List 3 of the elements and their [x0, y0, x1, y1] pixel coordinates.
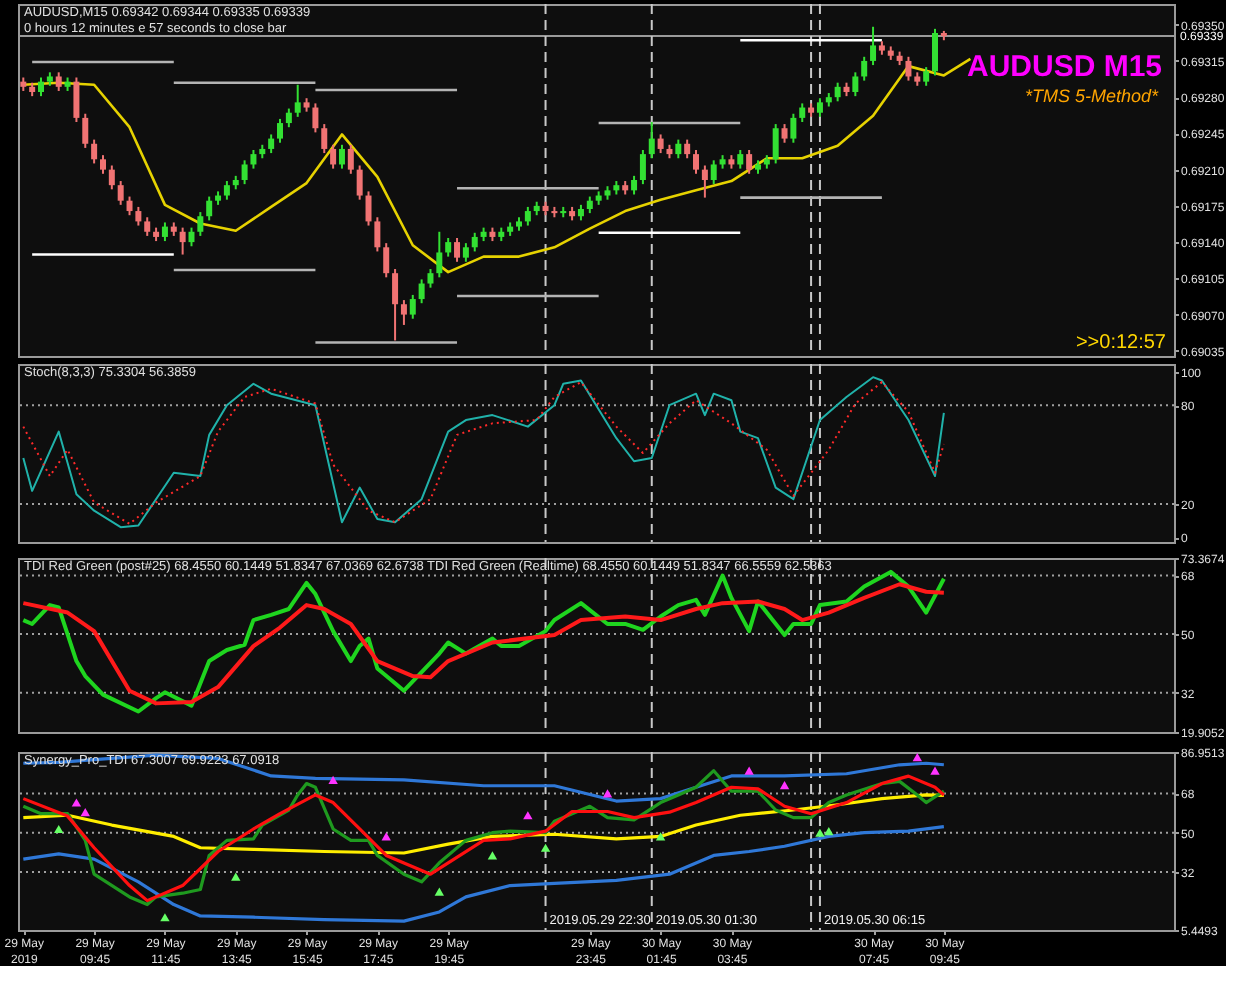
- annotation: >>0:12:57: [1075, 332, 1167, 354]
- annotation: *TMS 5-Method*: [1024, 86, 1159, 106]
- annotation: AUDUSD M15: [966, 50, 1162, 84]
